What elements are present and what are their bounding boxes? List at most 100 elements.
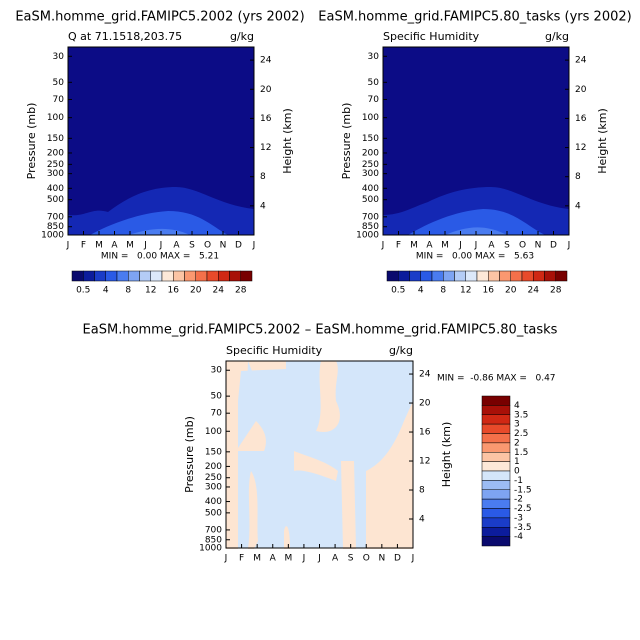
- x-tick-label: A: [488, 241, 495, 251]
- x-tick-label: J: [302, 554, 306, 564]
- colorbar-label: 12: [460, 286, 471, 296]
- y-tick-label: 30: [211, 366, 223, 376]
- colorbar-box: [139, 270, 151, 282]
- colorbar-label: -4: [514, 532, 523, 542]
- colorbar-label: 3: [514, 420, 520, 430]
- y2-tick-label: 16: [260, 114, 272, 124]
- colorbar-label: 4: [514, 401, 520, 411]
- colorbar-label: 8: [440, 286, 446, 296]
- y-tick-label: 50: [211, 392, 223, 402]
- colorbar-label: 0.5: [76, 286, 90, 296]
- colorbar-box: [481, 498, 511, 509]
- colorbar-label: 4: [103, 286, 109, 296]
- y2-tick-label: 16: [575, 114, 587, 124]
- colorbar-label: 16: [168, 286, 180, 296]
- y-tick-label: 300: [205, 482, 222, 492]
- y-tick-label: 250: [362, 160, 379, 170]
- colorbar-label: -1.5: [514, 485, 532, 495]
- x-tick-label: J: [474, 241, 478, 251]
- y-tick-label: 300: [362, 169, 379, 179]
- colorbar-box: [128, 270, 140, 282]
- colorbar-box: [481, 517, 511, 528]
- colorbar-box: [481, 414, 511, 425]
- colorbar-box: [499, 270, 511, 282]
- y2-tick-label: 20: [419, 399, 431, 409]
- y2-tick-label: 8: [260, 172, 266, 182]
- y2-axis-label: Height (km): [596, 108, 609, 174]
- y-tick-label: 50: [53, 78, 65, 88]
- x-tick-label: F: [239, 554, 244, 564]
- colorbar-box: [150, 270, 163, 282]
- y-tick-label: 1000: [41, 231, 64, 241]
- y2-tick-label: 16: [419, 428, 431, 438]
- colorbar-box: [488, 270, 500, 282]
- y-tick-label: 500: [362, 195, 379, 205]
- x-tick-label: O: [363, 554, 370, 564]
- x-tick-label: J: [224, 554, 228, 564]
- y2-tick-label: 20: [575, 85, 587, 95]
- chart-title: EaSM.homme_grid.FAMIPC5.2002 (yrs 2002): [15, 10, 304, 25]
- y-tick-label: 50: [368, 78, 380, 88]
- x-tick-label: J: [567, 241, 571, 251]
- x-tick-label: M: [95, 241, 103, 251]
- colorbar-label: 24: [213, 286, 225, 296]
- x-tick-label: J: [252, 241, 256, 251]
- colorbar-box: [481, 489, 511, 500]
- colorbar-label: 0: [514, 467, 520, 477]
- subtitle: Specific Humidity: [383, 30, 480, 43]
- colorbar-box: [481, 423, 511, 434]
- colorbar-box: [481, 527, 511, 537]
- y-tick-label: 200: [205, 462, 222, 472]
- units: g/kg: [389, 344, 413, 357]
- colorbar-box: [161, 270, 174, 282]
- x-tick-label: N: [378, 554, 385, 564]
- units: g/kg: [230, 30, 254, 43]
- colorbar-box: [510, 270, 523, 282]
- colorbar-label: 1: [514, 457, 520, 467]
- stats: MIN = 0.00 MAX = 5.21: [101, 252, 219, 262]
- colorbar-box: [481, 470, 511, 481]
- x-tick-label: J: [411, 554, 415, 564]
- colorbar-box: [465, 270, 478, 282]
- y-tick-label: 70: [368, 95, 380, 105]
- y2-tick-label: 4: [419, 515, 425, 525]
- y-tick-label: 400: [47, 184, 64, 194]
- y-tick-label: 100: [205, 427, 222, 437]
- colorbar-box: [409, 270, 421, 282]
- colorbar-box: [420, 270, 433, 282]
- colorbar-label: 2.5: [514, 429, 528, 439]
- y-tick-label: 1000: [356, 231, 379, 241]
- colorbar-label: -2.5: [514, 504, 532, 514]
- colorbar-label: 28: [235, 286, 247, 296]
- y-axis-label: Pressure (mb): [183, 416, 196, 493]
- y-tick-label: 30: [53, 52, 65, 62]
- colorbar-label: 1.5: [514, 448, 528, 458]
- y-tick-label: 200: [362, 148, 379, 158]
- colorbar-box: [544, 270, 556, 282]
- x-tick-label: F: [396, 241, 401, 251]
- x-tick-label: O: [519, 241, 526, 251]
- y-tick-label: 700: [205, 525, 222, 535]
- colorbar-box: [481, 452, 511, 462]
- y-tick-label: 70: [53, 95, 65, 105]
- x-tick-label: N: [220, 241, 227, 251]
- y-tick-label: 200: [47, 148, 64, 158]
- colorbar-box: [431, 270, 444, 282]
- y2-tick-label: 24: [575, 56, 587, 66]
- y2-axis-label: Height (km): [440, 422, 453, 488]
- x-tick-label: M: [410, 241, 418, 251]
- y-tick-label: 500: [205, 508, 222, 518]
- colorbar-box: [454, 270, 466, 282]
- subtitle: Q at 71.1518,203.75: [68, 30, 182, 43]
- colorbar-box: [481, 508, 511, 519]
- x-tick-label: S: [504, 241, 510, 251]
- colorbar-label: 24: [528, 286, 540, 296]
- colorbar-label: -3.5: [514, 523, 532, 533]
- y-tick-label: 400: [362, 184, 379, 194]
- colorbar-box: [481, 395, 511, 406]
- colorbar-label: -1: [514, 476, 523, 486]
- y2-axis-label: Height (km): [281, 108, 294, 174]
- y-tick-label: 70: [211, 409, 223, 419]
- colorbar-label: 16: [483, 286, 495, 296]
- x-tick-label: F: [81, 241, 86, 251]
